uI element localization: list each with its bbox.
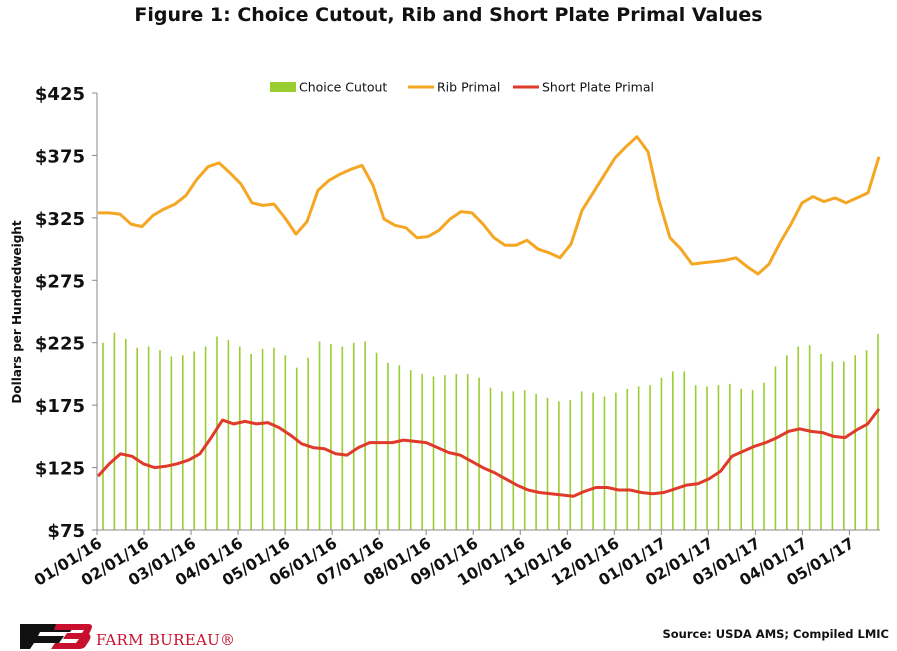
bar-choice-cutout (102, 342, 104, 530)
bar-choice-cutout (717, 385, 720, 530)
chart-title: Figure 1: Choice Cutout, Rib and Short P… (134, 4, 763, 26)
bar-choice-cutout (204, 346, 207, 530)
bar-choice-cutout (706, 386, 708, 530)
y-tick-label: $225 (35, 334, 85, 355)
bar-choice-cutout (341, 346, 344, 530)
bar-choice-cutout (843, 361, 845, 530)
bar-choice-cutout (865, 350, 868, 530)
bar-choice-cutout (626, 388, 629, 530)
bar-choice-cutout (238, 346, 241, 530)
bar-choice-cutout (854, 355, 857, 530)
bar-choice-cutout (170, 356, 173, 530)
bar-choice-cutout (740, 388, 743, 530)
bar-choice-cutout (284, 355, 287, 530)
bar-choice-cutout (193, 351, 195, 530)
bar-choice-cutout (181, 355, 184, 530)
line-rib-primal (98, 135, 881, 276)
y-tick-label: $75 (47, 521, 85, 542)
farm-bureau-logo (20, 624, 92, 649)
bar-choice-cutout (364, 341, 366, 530)
y-tick-label: $425 (35, 84, 85, 105)
bar-choice-cutout (216, 336, 218, 530)
y-tick-labels: $75 $125 $175 $225 $275 $325 $375 $425 (35, 84, 85, 542)
bar-choice-cutout (751, 390, 754, 530)
bar-choice-cutout (273, 347, 275, 530)
legend-item-rib-primal: Rib Primal (437, 80, 500, 95)
bar-choice-cutout (444, 375, 446, 530)
bar-choice-cutout (660, 377, 663, 530)
bar-choice-cutout (558, 401, 560, 530)
bar-choice-cutout (261, 348, 264, 530)
bar-choice-cutout (136, 347, 138, 530)
bar-choice-cutout (820, 353, 822, 530)
bar-choice-cutout (501, 391, 503, 530)
legend-item-short-plate-primal: Short Plate Primal (542, 80, 654, 95)
bar-choice-cutout (831, 361, 834, 530)
bar-choice-cutout (250, 353, 252, 530)
legend-swatch (270, 82, 296, 92)
bar-choice-cutout (569, 400, 572, 530)
bar-choice-cutout (649, 385, 651, 530)
line-short-plate-primal (96, 407, 881, 498)
bar-choice-cutout (546, 397, 549, 530)
source-note: Source: USDA AMS; Compiled LMIC (662, 627, 889, 641)
bar-choice-cutout (159, 350, 161, 530)
bar-choice-cutout (466, 373, 469, 530)
bar-choice-cutout (318, 341, 321, 530)
bar-series-choice-cutout (102, 332, 879, 530)
y-tick-label: $125 (35, 459, 85, 480)
y-tick-label: $325 (35, 209, 85, 230)
bar-choice-cutout (774, 366, 777, 530)
y-tick-label: $375 (35, 146, 85, 167)
bar-choice-cutout (352, 342, 355, 530)
bar-choice-cutout (797, 346, 800, 530)
bar-choice-cutout (113, 332, 116, 530)
bar-choice-cutout (877, 333, 879, 530)
bar-choice-cutout (398, 365, 401, 530)
farm-bureau-logo-text: FARM BUREAU® (96, 631, 236, 649)
legend-item-choice-cutout: Choice Cutout (299, 80, 387, 95)
bar-choice-cutout (615, 392, 617, 530)
bar-choice-cutout (489, 387, 492, 530)
bar-choice-cutout (672, 371, 674, 530)
bar-choice-cutout (786, 355, 788, 530)
bar-choice-cutout (592, 392, 594, 530)
bar-choice-cutout (421, 373, 423, 530)
bar-choice-cutout (387, 362, 389, 530)
bar-choice-cutout (694, 385, 697, 530)
bar-choice-cutout (808, 345, 811, 530)
bar-choice-cutout (147, 346, 150, 530)
y-tick-label: $275 (35, 271, 85, 292)
bar-choice-cutout (455, 373, 458, 530)
y-axis-label: Dollars per Hundredweight (10, 220, 24, 403)
bar-choice-cutout (603, 396, 606, 530)
bar-choice-cutout (432, 376, 435, 530)
bar-choice-cutout (637, 386, 640, 530)
x-tick-labels: 01/01/1602/01/1603/01/1604/01/1605/01/16… (31, 534, 857, 590)
y-tick-label: $175 (35, 396, 85, 417)
bar-choice-cutout (512, 391, 515, 530)
axes (92, 92, 880, 535)
legend: Choice Cutout Rib Primal Short Plate Prima… (270, 80, 654, 95)
bar-choice-cutout (580, 391, 583, 530)
bar-choice-cutout (124, 338, 127, 530)
bar-choice-cutout (307, 357, 309, 530)
bar-choice-cutout (478, 377, 480, 530)
bar-choice-cutout (535, 393, 537, 530)
bar-choice-cutout (409, 370, 412, 530)
bar-choice-cutout (330, 343, 332, 530)
bar-choice-cutout (227, 340, 230, 530)
bar-choice-cutout (295, 367, 298, 530)
bar-choice-cutout (523, 390, 526, 530)
bar-choice-cutout (763, 382, 765, 530)
bar-choice-cutout (683, 371, 686, 530)
